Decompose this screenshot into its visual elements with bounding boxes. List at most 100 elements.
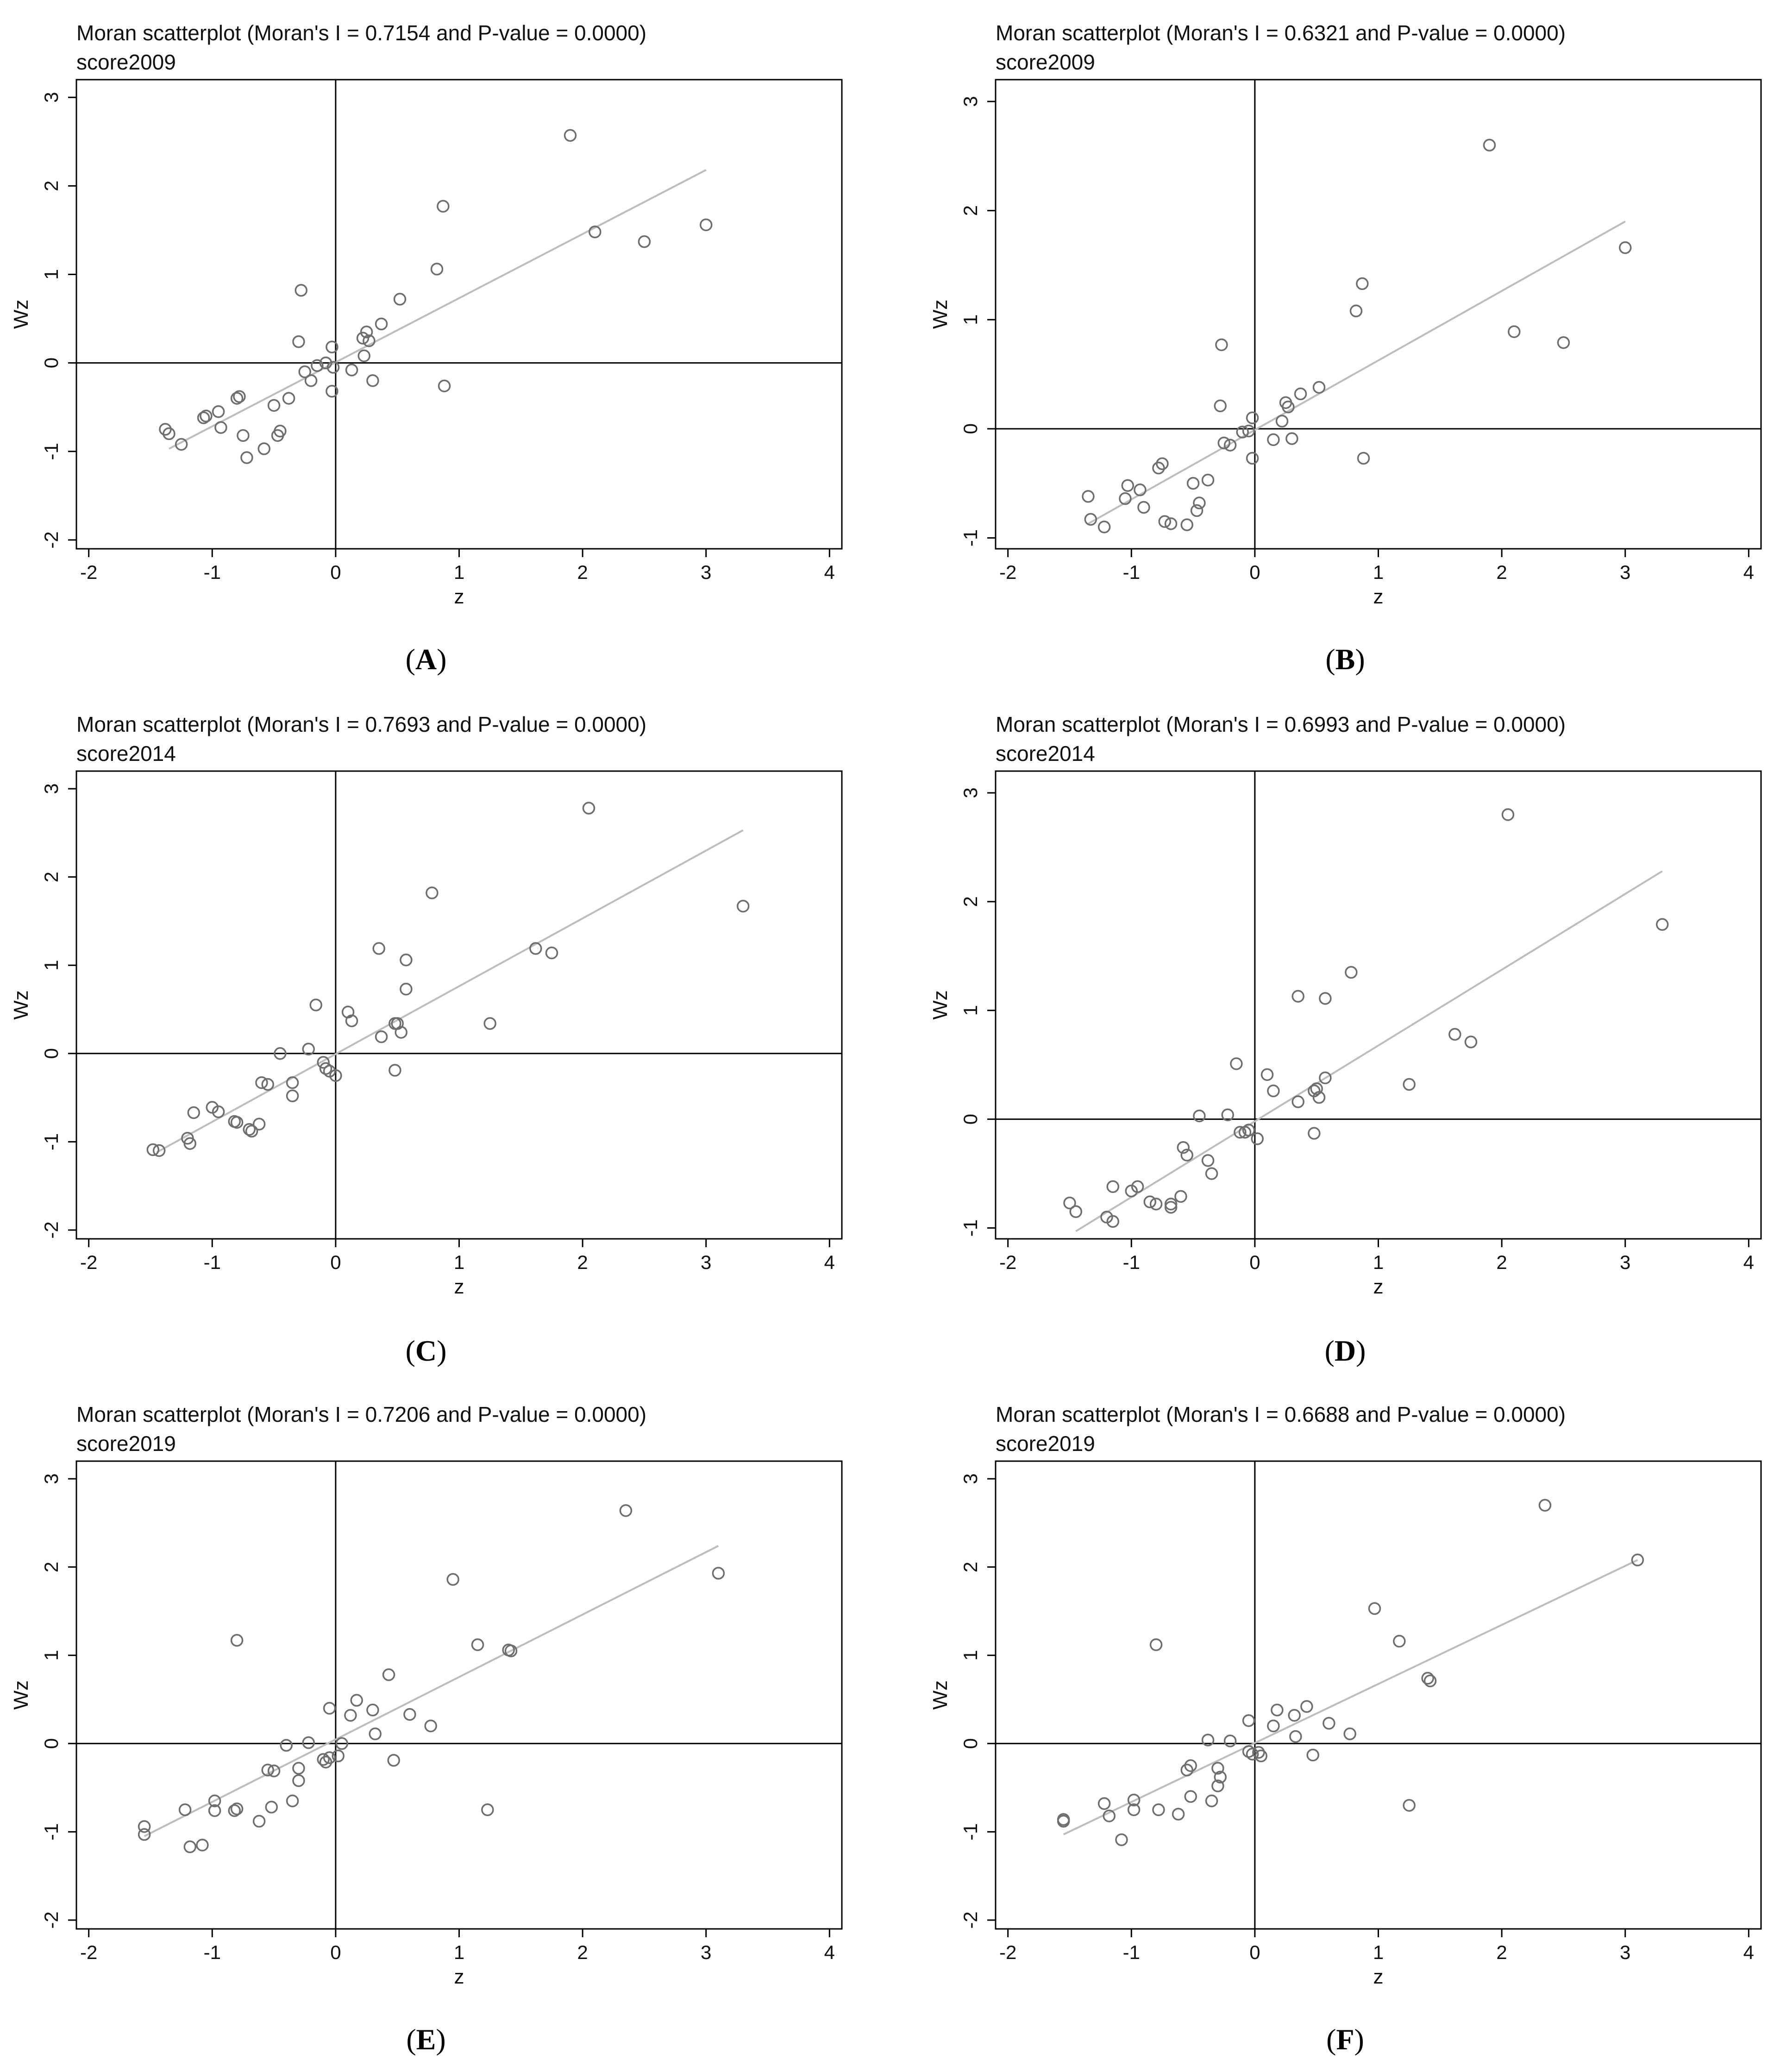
data-point (1069, 1205, 1083, 1218)
x-tick-label: -1 (1123, 561, 1140, 583)
data-point (267, 399, 281, 412)
data-point (286, 1076, 299, 1089)
data-point (329, 1069, 342, 1082)
data-point (1119, 492, 1132, 505)
fit-line (144, 1545, 719, 1837)
data-point (1103, 1809, 1116, 1822)
data-point (393, 293, 407, 306)
x-tick-label: -2 (80, 561, 97, 583)
x-tick-label: 2 (1496, 1251, 1507, 1273)
data-point (282, 392, 295, 405)
data-point (699, 218, 713, 232)
data-point (1483, 138, 1496, 152)
data-point (183, 1840, 197, 1853)
x-tick-label: 3 (1620, 1941, 1630, 1963)
data-point (582, 802, 596, 815)
data-point (252, 1118, 266, 1131)
data-point (1501, 808, 1515, 821)
chart-subtitle: score2009 (76, 50, 176, 74)
x-tick-label: 0 (1249, 1251, 1260, 1273)
data-point (1448, 1028, 1461, 1041)
data-point (1193, 496, 1206, 509)
data-point (178, 1803, 192, 1816)
data-point (589, 225, 602, 239)
data-point (326, 340, 339, 353)
data-point (1084, 513, 1097, 526)
data-point (1655, 918, 1669, 931)
data-point (274, 425, 287, 438)
data-point (1251, 1132, 1264, 1145)
data-point (345, 364, 358, 377)
chart-panel-b: Moran scatterplot (Moran's I = 0.6321 an… (929, 21, 1762, 676)
data-point (1186, 477, 1200, 490)
fit-line (1063, 1559, 1638, 1835)
y-tick-label: -1 (959, 1219, 981, 1237)
data-point (1242, 1745, 1255, 1758)
data-point (152, 1144, 166, 1157)
fit-line (156, 829, 744, 1153)
data-point (1137, 501, 1150, 514)
data-point (335, 1737, 348, 1750)
x-tick-label: 3 (701, 1251, 711, 1273)
y-tick-label: 3 (40, 783, 62, 794)
data-point (1242, 1124, 1255, 1136)
data-point (1282, 400, 1295, 414)
data-point (1508, 325, 1521, 338)
x-tick-label: 2 (1496, 1941, 1507, 1963)
y-tick-label: 3 (40, 1473, 62, 1484)
data-point (1221, 1108, 1234, 1121)
data-point (1217, 436, 1230, 450)
data-point (1211, 1779, 1224, 1793)
x-tick-label: 1 (1373, 1251, 1384, 1273)
fit-line (1087, 220, 1626, 525)
panel-label: (C) (406, 1334, 447, 1367)
data-point (1300, 1700, 1313, 1713)
data-point (1205, 1794, 1218, 1808)
data-point (212, 405, 225, 418)
chart-title: Moran scatterplot (Moran's I = 0.6321 an… (996, 21, 1566, 45)
data-point (1223, 1734, 1237, 1747)
chart-title: Moran scatterplot (Moran's I = 0.7206 an… (76, 1402, 646, 1426)
data-point (389, 1064, 401, 1077)
data-point (138, 1820, 151, 1833)
panel-label: (D) (1325, 1334, 1366, 1367)
data-point (1121, 479, 1135, 492)
data-point (1211, 1762, 1224, 1775)
chart-title: Moran scatterplot (Moran's I = 0.7693 an… (76, 712, 646, 736)
data-point (230, 1802, 244, 1815)
y-axis-label: Wz (10, 300, 32, 329)
data-point (230, 1116, 244, 1129)
x-tick-label: 4 (824, 561, 835, 583)
x-tick-label: 2 (577, 1941, 588, 1963)
data-point (319, 1062, 332, 1075)
data-point (1201, 473, 1215, 487)
data-point (187, 1106, 201, 1119)
data-point (304, 374, 318, 387)
data-point (545, 946, 558, 960)
data-point (317, 1056, 330, 1069)
y-tick-label: 2 (959, 896, 981, 907)
data-point (230, 392, 244, 405)
data-point (1242, 1714, 1255, 1727)
chart-panel-f: Moran scatterplot (Moran's I = 0.6688 an… (929, 1402, 1762, 2056)
data-point (1134, 483, 1147, 496)
chart-subtitle: score2019 (76, 1432, 176, 1456)
y-tick-label: 3 (40, 92, 62, 103)
panel-label: (B) (1325, 643, 1365, 676)
data-point (1184, 1790, 1197, 1803)
data-point (350, 1694, 363, 1707)
data-point (233, 390, 246, 403)
data-point (1631, 1553, 1644, 1567)
data-point (286, 1794, 299, 1808)
y-tick-label: -1 (40, 1823, 62, 1840)
data-point (1271, 1703, 1284, 1717)
y-tick-label: 1 (40, 960, 62, 971)
data-point (1403, 1799, 1416, 1812)
data-point (1201, 1733, 1215, 1746)
chart-subtitle: score2014 (76, 741, 176, 766)
data-point (1319, 992, 1332, 1005)
data-point (1097, 1797, 1111, 1810)
data-point (1368, 1602, 1381, 1615)
data-point (245, 1124, 258, 1138)
x-tick-label: -1 (204, 561, 221, 583)
